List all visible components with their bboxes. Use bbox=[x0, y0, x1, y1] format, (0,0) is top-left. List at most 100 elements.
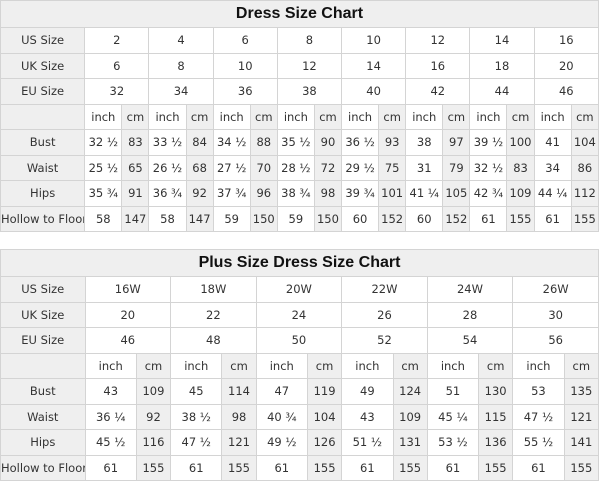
inch-value: 34 ½ bbox=[212, 129, 251, 156]
cm-value: 116 bbox=[135, 429, 172, 456]
cm-value: 155 bbox=[221, 454, 257, 481]
row-label: UK Size bbox=[0, 52, 86, 79]
inch-value: 51 bbox=[426, 378, 480, 405]
cm-value: 155 bbox=[306, 454, 343, 481]
unit-inch: inch bbox=[276, 103, 315, 130]
cm-value: 155 bbox=[570, 205, 600, 232]
inch-value: 39 ½ bbox=[469, 129, 508, 156]
size-cell: 52 bbox=[341, 327, 428, 354]
unit-cm: cm bbox=[563, 352, 600, 379]
size-cell: 20 bbox=[533, 52, 600, 79]
inch-value: 45 bbox=[170, 378, 223, 405]
row-label bbox=[0, 103, 86, 130]
unit-inch: inch bbox=[512, 352, 565, 379]
inch-value: 29 ½ bbox=[340, 154, 380, 181]
cm-value: 150 bbox=[249, 205, 278, 232]
inch-value: 32 ½ bbox=[84, 129, 123, 156]
size-cell: 46 bbox=[84, 327, 172, 354]
inch-value: 43 bbox=[84, 378, 137, 405]
unit-cm: cm bbox=[392, 352, 428, 379]
cm-value: 115 bbox=[478, 403, 514, 430]
unit-inch: inch bbox=[255, 352, 308, 379]
unit-inch: inch bbox=[340, 103, 380, 130]
cm-value: 104 bbox=[570, 129, 600, 156]
us-size-row: US Size 16W 18W 20W 22W 24W 26W bbox=[0, 276, 599, 303]
size-cell: 2 bbox=[84, 27, 150, 54]
inch-value: 59 bbox=[276, 205, 315, 232]
size-cell: 48 bbox=[170, 327, 257, 354]
cm-value: 121 bbox=[221, 429, 257, 456]
cm-value: 105 bbox=[442, 180, 471, 207]
size-cell: 16 bbox=[405, 52, 471, 79]
unit-inch: inch bbox=[426, 352, 480, 379]
eu-size-row: EU Size 32 34 36 38 40 42 44 46 bbox=[0, 78, 600, 105]
measurement-row-bust: Bust 43 109 45 114 47 119 49 124 51 130 53 135 bbox=[0, 378, 600, 405]
size-cell: 32 bbox=[84, 78, 150, 105]
size-cell: 44 bbox=[469, 78, 535, 105]
inch-value: 38 ¾ bbox=[276, 180, 315, 207]
inch-value: 59 bbox=[212, 205, 251, 232]
inch-value: 61 bbox=[341, 454, 394, 481]
cm-value: 126 bbox=[306, 429, 343, 456]
size-cell: 10 bbox=[212, 52, 278, 79]
inch-value: 27 ½ bbox=[212, 154, 251, 181]
cm-value: 152 bbox=[378, 205, 407, 232]
inch-value: 37 ¾ bbox=[212, 180, 251, 207]
inch-value: 61 bbox=[170, 454, 223, 481]
row-label: UK Size bbox=[0, 301, 86, 328]
measurement-row-hips: Hips 45 ½ 116 47 ½ 121 49 ½ 126 51 ½ 131 53 ½ 136 5… bbox=[0, 429, 600, 456]
measurement-row-hollow-to-floor: Hollow to Floor 58 147 58 147 59 150 59 150 60 152… bbox=[0, 205, 600, 232]
unit-inch: inch bbox=[84, 352, 137, 379]
cm-value: 147 bbox=[121, 205, 150, 232]
cm-value: 101 bbox=[378, 180, 407, 207]
title-row: Dress Size Chart bbox=[0, 0, 599, 28]
inch-value: 47 ½ bbox=[170, 429, 223, 456]
inch-value: 58 bbox=[84, 205, 123, 232]
cm-value: 83 bbox=[121, 129, 150, 156]
cm-value: 121 bbox=[563, 403, 600, 430]
unit-inch: inch bbox=[212, 103, 251, 130]
cm-value: 155 bbox=[506, 205, 535, 232]
unit-cm: cm bbox=[135, 352, 172, 379]
cm-value: 86 bbox=[570, 154, 600, 181]
inch-value: 61 bbox=[533, 205, 572, 232]
cm-value: 131 bbox=[392, 429, 428, 456]
us-size-row: US Size 2 4 6 8 10 12 14 16 bbox=[0, 27, 600, 54]
size-cell: 18W bbox=[170, 276, 257, 303]
unit-inch: inch bbox=[405, 103, 444, 130]
unit-cm: cm bbox=[478, 352, 514, 379]
size-cell: 12 bbox=[405, 27, 471, 54]
measurement-row-hollow-to-floor: Hollow to Floor 61 155 61 155 61 155 61 155 61 155… bbox=[0, 454, 600, 481]
size-cell: 20 bbox=[84, 301, 172, 328]
row-label bbox=[0, 352, 86, 379]
unit-cm: cm bbox=[570, 103, 600, 130]
inch-value: 47 ½ bbox=[512, 403, 565, 430]
unit-inch: inch bbox=[341, 352, 394, 379]
row-label: Waist bbox=[0, 154, 86, 181]
cm-value: 91 bbox=[121, 180, 150, 207]
size-cell: 6 bbox=[212, 27, 278, 54]
cm-value: 92 bbox=[135, 403, 172, 430]
inch-value: 47 bbox=[255, 378, 308, 405]
inch-value: 49 bbox=[341, 378, 394, 405]
unit-cm: cm bbox=[506, 103, 535, 130]
cm-value: 88 bbox=[249, 129, 278, 156]
inch-value: 53 ½ bbox=[426, 429, 480, 456]
unit-inch: inch bbox=[84, 103, 123, 130]
cm-value: 136 bbox=[478, 429, 514, 456]
inch-value: 60 bbox=[340, 205, 380, 232]
size-cell: 8 bbox=[148, 52, 214, 79]
size-cell: 4 bbox=[148, 27, 214, 54]
size-cell: 54 bbox=[426, 327, 514, 354]
cm-value: 124 bbox=[392, 378, 428, 405]
cm-value: 90 bbox=[313, 129, 343, 156]
size-cell: 24W bbox=[426, 276, 514, 303]
inch-value: 41 bbox=[533, 129, 572, 156]
cm-value: 141 bbox=[563, 429, 600, 456]
size-cell: 30 bbox=[512, 301, 599, 328]
unit-inch: inch bbox=[469, 103, 508, 130]
unit-cm: cm bbox=[306, 352, 343, 379]
cm-value: 96 bbox=[249, 180, 278, 207]
inch-value: 61 bbox=[512, 454, 565, 481]
row-label: US Size bbox=[0, 27, 86, 54]
